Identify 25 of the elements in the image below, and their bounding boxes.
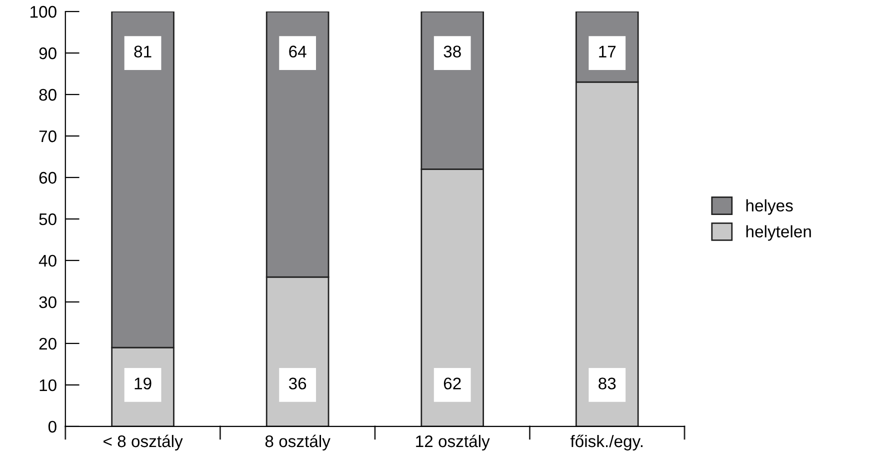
y-tick-label: 100 [30, 6, 56, 18]
data-label: 19 [134, 378, 152, 390]
data-label: 17 [599, 46, 616, 58]
data-label: 36 [288, 378, 306, 390]
y-tick-label: 50 [39, 213, 56, 226]
y-tick-label: 70 [39, 130, 56, 142]
data-label: 81 [134, 46, 152, 58]
y-tick-label: 0 [48, 420, 56, 433]
x-tick-label: főisk./egy. [570, 434, 643, 450]
y-tick-label: 60 [39, 172, 56, 184]
data-label: 38 [444, 46, 461, 58]
y-tick-label: 20 [39, 338, 56, 350]
data-label: 83 [598, 378, 616, 390]
x-tick-label: 12 osztály [416, 434, 490, 450]
x-tick-label: 8 osztály [265, 434, 330, 450]
x-tick-label: < 8 osztály [104, 434, 183, 450]
legend-label: helytelen [746, 225, 811, 241]
y-tick-label: 10 [40, 379, 56, 392]
legend-label: helyes [746, 199, 793, 215]
y-tick-label: 30 [39, 296, 56, 308]
data-label: 64 [289, 46, 306, 58]
y-tick-label: 40 [38, 254, 56, 267]
data-label: 62 [444, 378, 461, 390]
y-tick-label: 80 [39, 88, 56, 101]
y-tick-label: 90 [39, 47, 56, 60]
